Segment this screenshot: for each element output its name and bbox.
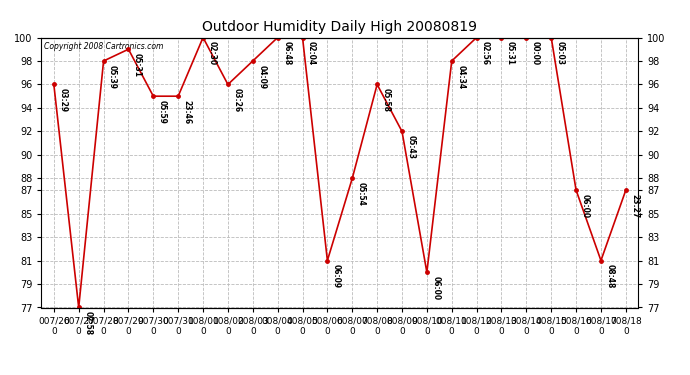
Text: 06:00: 06:00 <box>580 194 589 218</box>
Text: 06:09: 06:09 <box>332 264 341 288</box>
Text: 05:43: 05:43 <box>406 135 415 159</box>
Text: 02:30: 02:30 <box>208 41 217 65</box>
Text: 05:58: 05:58 <box>382 88 391 112</box>
Text: 02:04: 02:04 <box>307 41 316 65</box>
Text: 02:56: 02:56 <box>481 41 490 65</box>
Text: 08:48: 08:48 <box>605 264 614 288</box>
Text: Copyright 2008 Cartronics.com: Copyright 2008 Cartronics.com <box>44 42 164 51</box>
Text: 03:26: 03:26 <box>233 88 241 112</box>
Text: 05:54: 05:54 <box>357 182 366 206</box>
Text: 05:31: 05:31 <box>133 53 142 77</box>
Text: 23:46: 23:46 <box>183 100 192 124</box>
Title: Outdoor Humidity Daily High 20080819: Outdoor Humidity Daily High 20080819 <box>202 20 477 33</box>
Text: 03:29: 03:29 <box>59 88 68 112</box>
Text: 06:00: 06:00 <box>431 276 440 300</box>
Text: 04:09: 04:09 <box>257 64 266 88</box>
Text: 04:34: 04:34 <box>456 64 465 88</box>
Text: 05:03: 05:03 <box>555 41 564 65</box>
Text: 02:58: 02:58 <box>83 311 92 335</box>
Text: 06:48: 06:48 <box>282 41 291 65</box>
Text: 23:27: 23:27 <box>630 194 640 218</box>
Text: 05:39: 05:39 <box>108 64 117 88</box>
Text: 05:31: 05:31 <box>506 41 515 65</box>
Text: 05:59: 05:59 <box>158 100 167 124</box>
Text: 00:00: 00:00 <box>531 41 540 65</box>
